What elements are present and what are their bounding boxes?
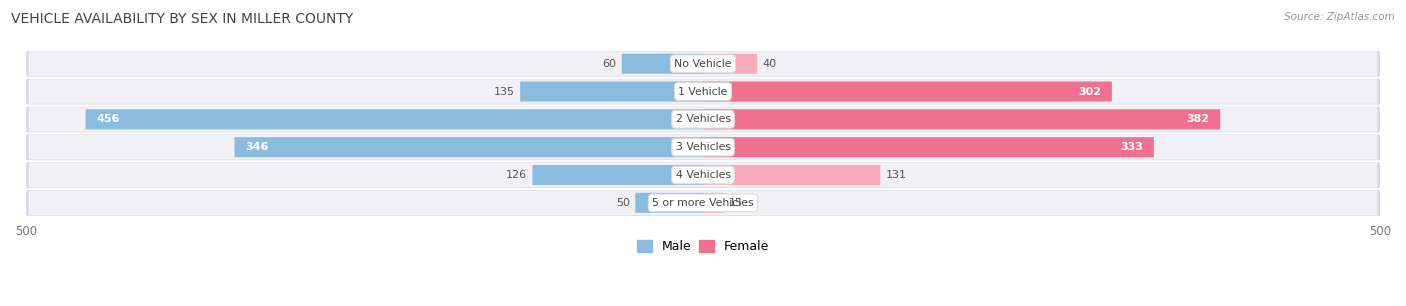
- FancyBboxPatch shape: [28, 135, 1378, 159]
- FancyBboxPatch shape: [636, 193, 703, 213]
- Text: 3 Vehicles: 3 Vehicles: [675, 142, 731, 152]
- FancyBboxPatch shape: [28, 163, 1378, 187]
- FancyBboxPatch shape: [703, 137, 1154, 157]
- FancyBboxPatch shape: [27, 162, 1379, 188]
- Text: 15: 15: [728, 198, 742, 208]
- Text: No Vehicle: No Vehicle: [675, 59, 731, 69]
- Text: 135: 135: [494, 87, 515, 96]
- FancyBboxPatch shape: [86, 109, 703, 129]
- Text: 4 Vehicles: 4 Vehicles: [675, 170, 731, 180]
- FancyBboxPatch shape: [235, 137, 703, 157]
- Text: 131: 131: [886, 170, 907, 180]
- FancyBboxPatch shape: [27, 51, 1379, 76]
- FancyBboxPatch shape: [28, 79, 1378, 104]
- Text: 5 or more Vehicles: 5 or more Vehicles: [652, 198, 754, 208]
- Text: 126: 126: [506, 170, 527, 180]
- Text: VEHICLE AVAILABILITY BY SEX IN MILLER COUNTY: VEHICLE AVAILABILITY BY SEX IN MILLER CO…: [11, 12, 353, 26]
- Text: 346: 346: [246, 142, 269, 152]
- FancyBboxPatch shape: [703, 81, 1112, 102]
- FancyBboxPatch shape: [703, 109, 1220, 129]
- Text: 2 Vehicles: 2 Vehicles: [675, 114, 731, 124]
- FancyBboxPatch shape: [533, 165, 703, 185]
- FancyBboxPatch shape: [520, 81, 703, 102]
- Text: 1 Vehicle: 1 Vehicle: [678, 87, 728, 96]
- FancyBboxPatch shape: [621, 54, 703, 74]
- Text: 382: 382: [1187, 114, 1209, 124]
- Legend: Male, Female: Male, Female: [637, 240, 769, 253]
- FancyBboxPatch shape: [28, 107, 1378, 132]
- FancyBboxPatch shape: [703, 193, 723, 213]
- FancyBboxPatch shape: [28, 191, 1378, 215]
- Text: 456: 456: [97, 114, 120, 124]
- FancyBboxPatch shape: [27, 107, 1379, 132]
- Text: 60: 60: [602, 59, 616, 69]
- Text: Source: ZipAtlas.com: Source: ZipAtlas.com: [1284, 12, 1395, 22]
- FancyBboxPatch shape: [28, 51, 1378, 76]
- Text: 333: 333: [1121, 142, 1143, 152]
- FancyBboxPatch shape: [703, 165, 880, 185]
- FancyBboxPatch shape: [27, 190, 1379, 216]
- FancyBboxPatch shape: [27, 79, 1379, 104]
- Text: 302: 302: [1078, 87, 1101, 96]
- Text: 50: 50: [616, 198, 630, 208]
- Text: 40: 40: [762, 59, 776, 69]
- FancyBboxPatch shape: [27, 135, 1379, 160]
- FancyBboxPatch shape: [703, 54, 758, 74]
